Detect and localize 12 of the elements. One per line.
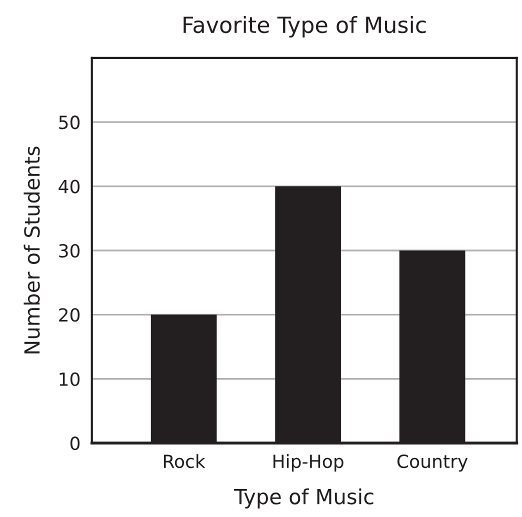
y-tick-label: 10	[60, 372, 80, 386]
y-tick-label: 0	[70, 436, 80, 450]
x-tick-label: Country	[397, 454, 468, 472]
x-axis-title: Type of Music	[234, 488, 374, 508]
y-tick-label: 50	[59, 116, 80, 130]
x-tick-label: Hip-Hop	[273, 454, 344, 472]
y-tick-label: 40	[58, 180, 80, 194]
x-tick-label: Rock	[164, 454, 206, 468]
chart-title: Favorite Type of Music	[184, 16, 426, 38]
y-tick-label: 20	[59, 308, 80, 322]
y-tick-label: 30	[59, 244, 80, 258]
y-axis-title: Number of Students	[24, 146, 40, 354]
